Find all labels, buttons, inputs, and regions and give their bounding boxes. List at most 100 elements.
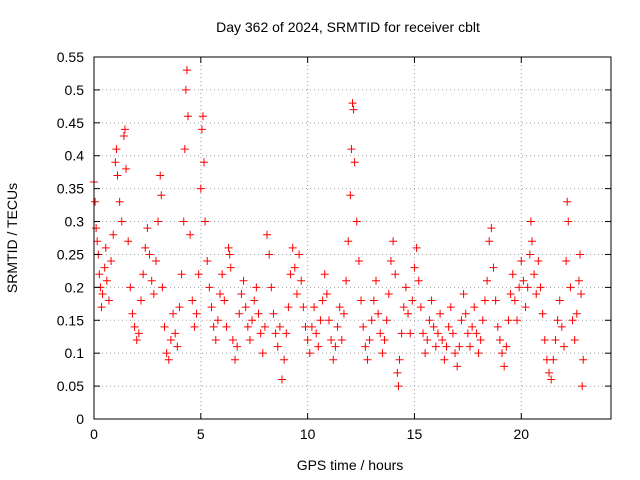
data-point (201, 217, 210, 226)
data-point (143, 224, 152, 233)
data-point (117, 217, 126, 226)
data-point (470, 303, 479, 312)
data-point (213, 316, 222, 325)
x-tick-label: 20 (513, 426, 529, 442)
data-point (414, 276, 423, 285)
data-point (325, 316, 333, 325)
data-point (570, 336, 579, 345)
data-point (252, 283, 261, 292)
data-point (574, 276, 583, 285)
y-axis-tick-labels: 0 0.05 0.1 0.15 0.2 0.25 0.3 0.35 0.4 0.45 0.5 0.55 (57, 49, 84, 427)
data-point (397, 329, 406, 338)
data-point (480, 296, 489, 305)
data-point (419, 329, 427, 338)
data-point (457, 316, 466, 325)
data-point (203, 257, 212, 266)
data-point (359, 322, 368, 331)
data-point (322, 289, 331, 298)
x-axis-tick-labels: 0 5 10 15 20 (90, 426, 529, 442)
data-point (513, 316, 521, 325)
data-point (527, 237, 536, 246)
data-point (436, 309, 445, 318)
data-point (184, 112, 192, 121)
data-point (107, 257, 116, 266)
data-point (372, 276, 380, 285)
data-point (555, 296, 564, 305)
data-point (532, 289, 541, 298)
data-point (560, 342, 568, 351)
data-point (239, 276, 248, 285)
data-point (566, 283, 575, 292)
data-point (466, 342, 474, 351)
data-point (517, 257, 526, 266)
chart-title: Day 362 of 2024, SRMTID for receiver cbl… (216, 19, 480, 35)
data-point (331, 342, 340, 351)
data-point (119, 131, 128, 140)
y-tick-label: 0.55 (57, 49, 84, 65)
data-point (169, 309, 178, 318)
data-point (536, 283, 545, 292)
data-point (134, 329, 143, 338)
data-point (572, 309, 581, 318)
data-point (197, 125, 206, 134)
data-point (200, 158, 209, 167)
data-point (504, 316, 513, 325)
data-point (305, 349, 314, 358)
data-point (126, 283, 135, 292)
data-point (93, 237, 102, 246)
data-point (487, 224, 496, 233)
data-point (344, 237, 353, 246)
data-point (502, 342, 511, 351)
data-point (250, 296, 259, 305)
data-point (267, 283, 276, 292)
data-point (483, 276, 492, 285)
data-point (495, 336, 504, 345)
data-point (339, 309, 348, 318)
data-point (367, 316, 376, 325)
data-point (171, 329, 180, 338)
y-tick-label: 0.05 (57, 378, 84, 394)
data-point (318, 296, 327, 305)
data-point (365, 336, 374, 345)
data-point (104, 296, 113, 305)
data-point (438, 336, 447, 345)
data-point (194, 270, 203, 279)
data-point (102, 276, 111, 285)
data-point (109, 230, 118, 239)
data-point (188, 296, 197, 305)
data-point (124, 237, 133, 246)
data-point (406, 329, 415, 338)
data-point (423, 336, 432, 345)
data-point (474, 349, 483, 358)
data-point (350, 158, 359, 167)
data-point (508, 270, 517, 279)
data-point (404, 309, 413, 318)
data-point (455, 342, 464, 351)
data-point (314, 342, 323, 351)
data-point (141, 243, 150, 252)
data-point (412, 243, 421, 252)
data-point (235, 309, 244, 318)
data-point (401, 283, 410, 292)
y-tick-label: 0.2 (65, 279, 85, 295)
data-point (393, 368, 402, 377)
y-tick-label: 0.3 (65, 214, 85, 230)
data-point (444, 322, 453, 331)
data-point (562, 257, 571, 266)
data-point (448, 329, 457, 338)
data-point (111, 158, 120, 167)
data-point (489, 263, 498, 272)
data-point (563, 197, 572, 206)
data-point (211, 336, 220, 345)
data-point (196, 184, 205, 193)
data-point (421, 349, 430, 358)
data-point (258, 349, 267, 358)
data-point (320, 270, 329, 279)
data-point (112, 145, 121, 154)
data-point (245, 336, 254, 345)
data-point (128, 309, 137, 318)
data-point (472, 329, 481, 338)
data-point (222, 322, 231, 331)
data-point (295, 250, 304, 259)
data-point (576, 250, 585, 259)
